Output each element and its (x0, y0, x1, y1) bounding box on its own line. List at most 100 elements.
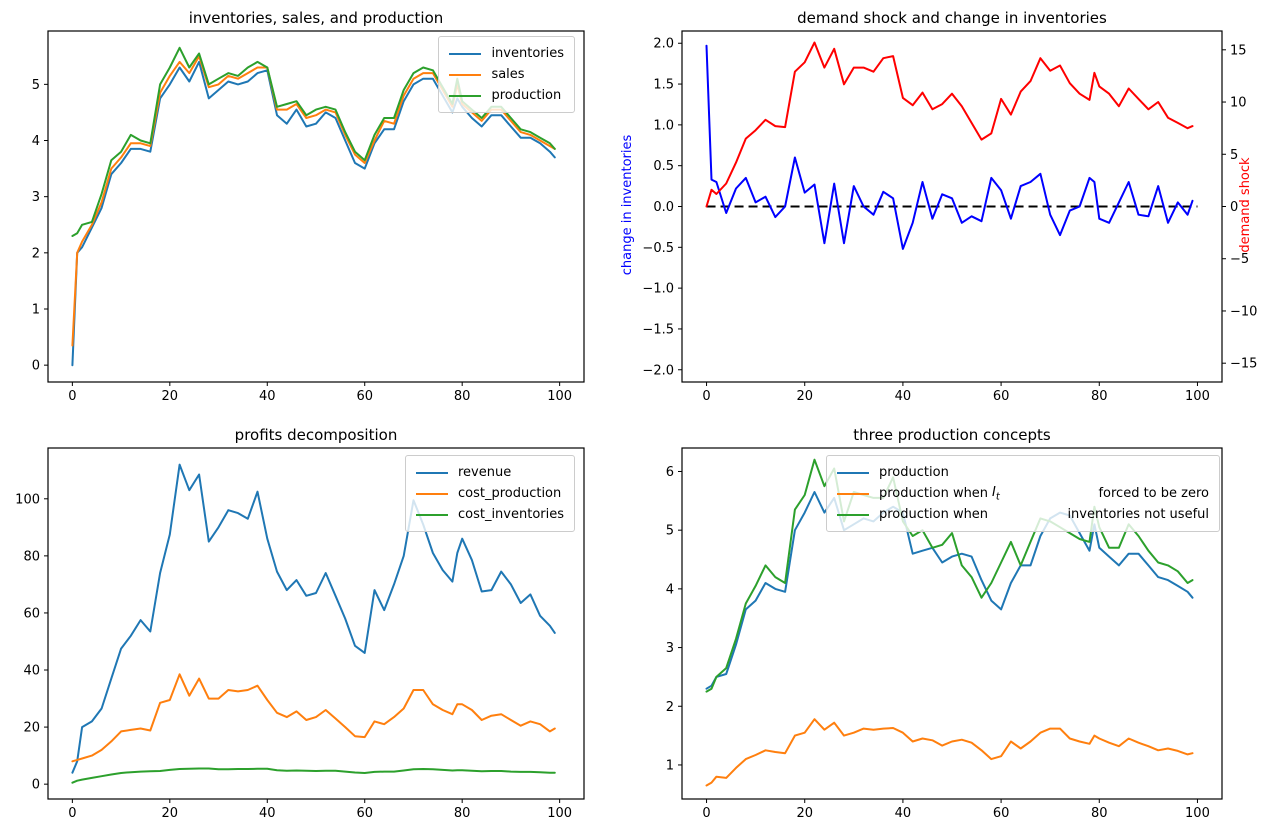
y-tick-label: 1 (32, 302, 40, 317)
axes-spines (681, 30, 1223, 383)
chart-three-production-concepts: three production concepts 0 20 40 60 80 100 1 2… (638, 417, 1277, 834)
right-y-tick-label: −10 (1230, 304, 1257, 319)
y-tick-label: 0 (32, 778, 40, 793)
series-line-production-when-i-t-forced-to-be-zero (705, 718, 1194, 787)
legend-label: revenue (457, 465, 512, 480)
right-y-tick-label: −15 (1230, 357, 1257, 372)
chart-canvas-0: 0 20 40 60 80 100 0 1 2 3 4 5 (32, 30, 585, 404)
legend-line-sample (449, 52, 482, 55)
series-line-change-in-inventories (705, 44, 1194, 250)
legend-line-sample (415, 492, 448, 495)
series-line-production-when-inventories-not-useful (705, 458, 1194, 693)
y-tick-label: 6 (666, 465, 674, 480)
y-tick-label: 4 (666, 582, 674, 597)
legend-item: cost_production (415, 483, 564, 504)
x-tick-label: 0 (702, 389, 710, 404)
legend-line-sample (415, 471, 448, 474)
plot-area-inventories-sales-production: 0 20 40 60 80 100 0 1 2 3 4 5 (0, 0, 639, 417)
legend-line-sample (837, 471, 869, 474)
legend-box-0: inventories sales production (438, 36, 575, 113)
legend-line-sample (449, 94, 482, 97)
left-y-axis-label-change-in-inventories: change in inventories (620, 134, 635, 276)
chart-profits-decomposition: profits decomposition 0 20 40 60 80 100 0 20 40 6… (0, 417, 639, 834)
y-tick-label: 4 (32, 134, 40, 149)
series-line-demand-shock (705, 41, 1194, 208)
plot-area-profits-decomposition: 0 20 40 60 80 100 0 20 40 60 80 100 (0, 417, 639, 834)
axes-spines (681, 447, 1223, 800)
y-tick-label: 2 (666, 700, 674, 715)
series-line-sales (71, 55, 556, 347)
legend-item: production (837, 462, 1209, 483)
legend-item: production when inventories not useful (837, 504, 1209, 525)
x-tick-label: 100 (1185, 389, 1210, 404)
legend-line-sample (837, 513, 869, 516)
x-tick-label: 60 (356, 806, 373, 821)
legend-box-2: revenue cost_production cost_inventories (404, 455, 575, 532)
y-tick-label: 2 (32, 246, 40, 261)
y-tick-label: 20 (23, 721, 40, 736)
right-y-tick-label: 5 (1230, 148, 1238, 163)
plot-area-three-production-concepts: 0 20 40 60 80 100 1 2 3 4 5 6 (638, 417, 1277, 834)
x-tick-label: 60 (993, 389, 1010, 404)
y-tick-label: 5 (32, 78, 40, 93)
chart-canvas-1: 0 20 40 60 80 100 2.0 1.5 1.0 0.5 0.0 −0.5 −1.0 −1.5 −… (642, 30, 1257, 404)
legend-math-symbol: It (992, 484, 1000, 503)
chart-demand-shock-change-inventories: demand shock and change in inventories 0… (638, 0, 1277, 417)
y-tick-label: 100 (15, 492, 40, 507)
y-tick-label: −1.0 (642, 282, 674, 297)
legend-item: inventories (449, 43, 564, 64)
x-tick-label: 0 (68, 806, 76, 821)
chart-title-inventories-sales-production: inventories, sales, and production (188, 9, 444, 27)
x-tick-label: 80 (454, 806, 471, 821)
y-tick-label: 60 (23, 606, 40, 621)
x-tick-label: 40 (895, 389, 912, 404)
legend-label: production (491, 88, 562, 103)
legend-label-suffix: inventories not useful (1067, 507, 1209, 522)
x-tick-label: 60 (356, 389, 373, 404)
y-tick-label: 1.0 (653, 118, 674, 133)
y-tick-label: 0.0 (653, 200, 674, 215)
x-tick-label: 20 (796, 806, 813, 821)
x-tick-label: 100 (1185, 806, 1210, 821)
x-tick-label: 20 (796, 389, 813, 404)
x-tick-label: 80 (1091, 806, 1108, 821)
y-tick-label: −2.0 (642, 363, 674, 378)
x-tick-label: 20 (162, 806, 179, 821)
chart-title-profits-decomposition: profits decomposition (234, 426, 398, 444)
y-tick-label: 3 (32, 190, 40, 205)
legend-label: cost_production (457, 486, 562, 501)
series-line-cost-production (71, 673, 556, 763)
x-tick-label: 40 (259, 389, 276, 404)
x-tick-label: 20 (162, 389, 179, 404)
legend-label: inventories (491, 46, 564, 61)
legend-item: production when It forced to be zero (837, 483, 1209, 504)
x-tick-label: 80 (1091, 389, 1108, 404)
y-tick-label: 2.0 (653, 37, 674, 52)
series-line-revenue (71, 463, 556, 774)
legend-item: revenue (415, 462, 564, 483)
chart-title-three-production-concepts: three production concepts (853, 426, 1051, 444)
legend-line-sample (837, 492, 869, 495)
legend-box-3: production production when It forced to be… (826, 455, 1220, 532)
right-y-tick-label: −5 (1230, 252, 1249, 267)
plot-area-demand-shock: 0 20 40 60 80 100 2.0 1.5 1.0 0.5 0.0 −0.5 −1.0 −1.5 −… (638, 0, 1277, 417)
legend-label: sales (491, 67, 525, 82)
legend-label-suffix: forced to be zero (1098, 486, 1209, 501)
legend-item: sales (449, 64, 564, 85)
y-tick-label: 0 (32, 359, 40, 374)
y-tick-label: 1.5 (653, 78, 674, 93)
series-line-inventories (71, 60, 556, 367)
legend-item: cost_inventories (415, 504, 564, 525)
y-tick-label: −0.5 (642, 241, 674, 256)
chart-canvas-2: 0 20 40 60 80 100 0 20 40 60 80 100 (15, 447, 585, 821)
y-tick-label: −1.5 (642, 322, 674, 337)
x-tick-label: 100 (547, 389, 572, 404)
legend-label: cost_inventories (457, 507, 564, 522)
right-y-tick-label: 10 (1230, 96, 1247, 111)
y-tick-label: 0.5 (653, 159, 674, 174)
series-line-production (705, 491, 1194, 690)
series-line-cost-inventories (71, 767, 556, 784)
right-y-tick-label: 15 (1230, 43, 1247, 58)
chart-inventories-sales-production: inventories, sales, and production 0 20 40… (0, 0, 639, 417)
